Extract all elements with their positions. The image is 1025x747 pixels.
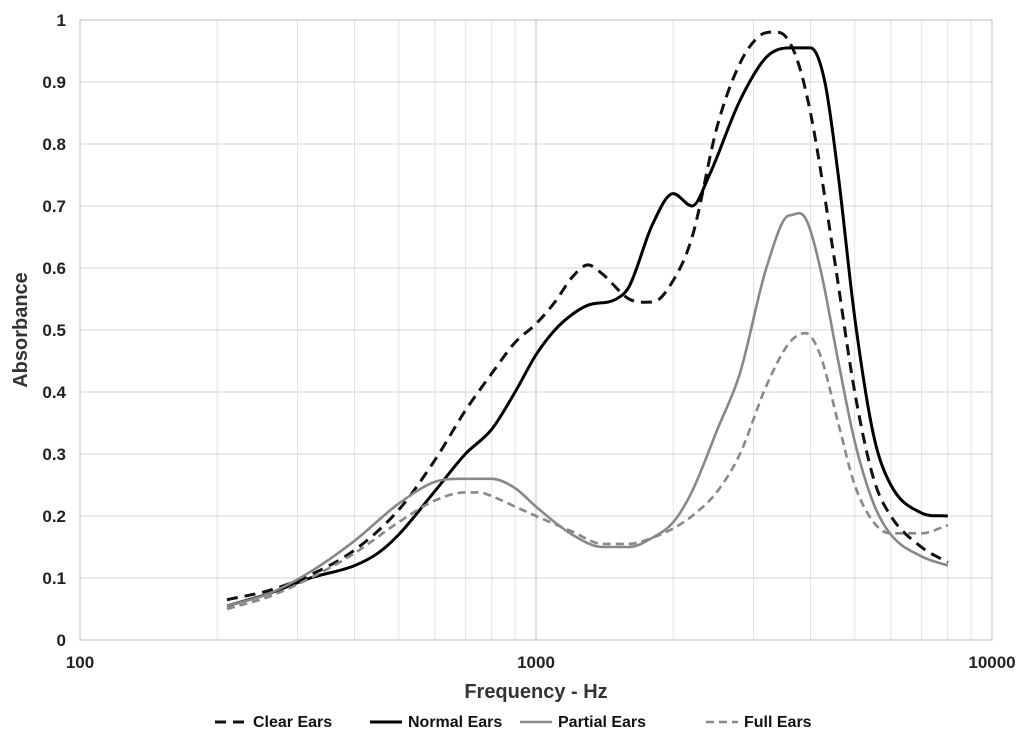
y-tick-label: 0.8 [42, 135, 66, 154]
legend-label-partial-ears: Partial Ears [558, 714, 646, 731]
legend: Clear Ears Normal Ears Partial Ears Full Ea… [215, 714, 812, 731]
y-tick-label: 0.2 [42, 507, 66, 526]
y-tick-label: 0.1 [42, 569, 66, 588]
y-tick-label: 0.7 [42, 197, 66, 216]
y-tick-label: 0.5 [42, 321, 66, 340]
legend-label-normal-ears: Normal Ears [408, 714, 502, 731]
plot-area-border [79, 19, 993, 641]
series-line-full-ears [226, 331, 949, 611]
y-axis-title: Absorbance [10, 272, 32, 388]
x-tick-label: 1000 [517, 653, 555, 672]
y-tick-label: 0 [57, 631, 66, 650]
series-line-partial-ears [226, 211, 949, 608]
y-tick-labels: 0 0.1 0.2 0.3 0.4 0.5 0.6 0.7 0.8 0.9 1 [42, 11, 66, 650]
series-line-clear-ears [226, 30, 949, 602]
y-tick-label: 0.9 [42, 73, 66, 92]
legend-label-clear-ears: Clear Ears [253, 714, 332, 731]
y-tick-label: 0.3 [42, 445, 66, 464]
y-tick-label: 1 [57, 11, 66, 30]
x-tick-label: 100 [66, 653, 94, 672]
x-tick-labels: 100 1000 10000 [66, 653, 1016, 672]
legend-label-full-ears: Full Ears [744, 714, 812, 731]
y-tick-label: 0.6 [42, 259, 66, 278]
series-line-normal-ears [226, 46, 948, 608]
x-tick-label: 10000 [968, 653, 1015, 672]
series-lines [226, 30, 949, 611]
x-axis-title: Frequency - Hz [464, 681, 607, 703]
y-tick-label: 0.4 [42, 383, 66, 402]
